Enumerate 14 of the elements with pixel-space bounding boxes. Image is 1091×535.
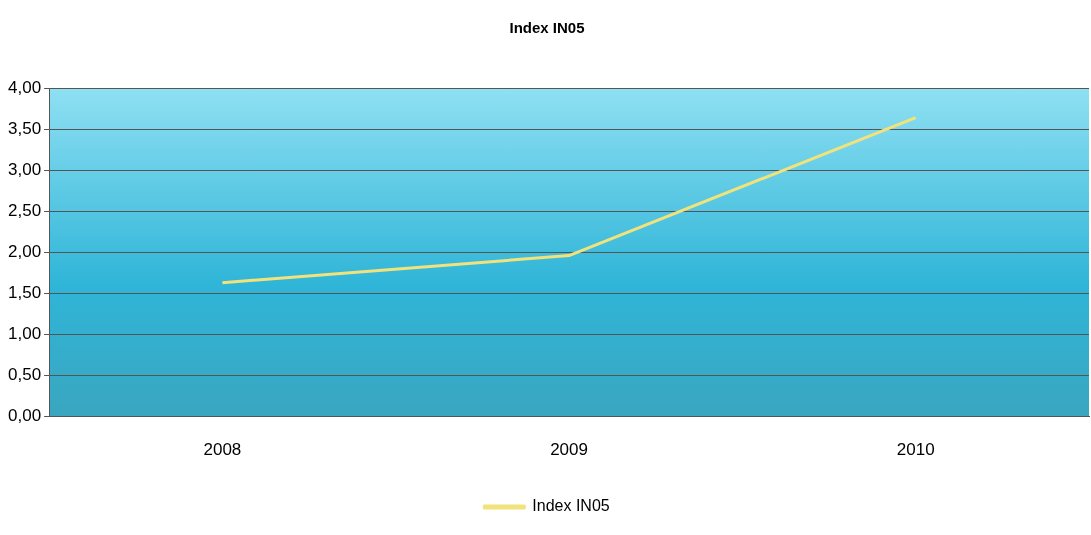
y-tick-label: 0,50 <box>7 365 42 385</box>
y-tick-label: 3,00 <box>7 159 42 179</box>
chart-title: Index IN05 <box>509 19 585 37</box>
y-tick-label: 3,50 <box>7 118 42 138</box>
y-tick-label: 0,00 <box>7 406 42 426</box>
legend-label: Index IN05 <box>532 497 610 515</box>
x-tick-label: 2009 <box>550 440 588 460</box>
x-tick-label: 2008 <box>203 440 242 460</box>
y-tick-label: 2,00 <box>7 241 42 261</box>
y-tick-label: 1,50 <box>7 283 42 303</box>
y-tick-label: 2,50 <box>7 200 42 220</box>
x-tick-label: 2010 <box>896 440 935 460</box>
y-tick-label: 4,00 <box>7 77 42 97</box>
y-tick-label: 1,00 <box>7 324 42 344</box>
